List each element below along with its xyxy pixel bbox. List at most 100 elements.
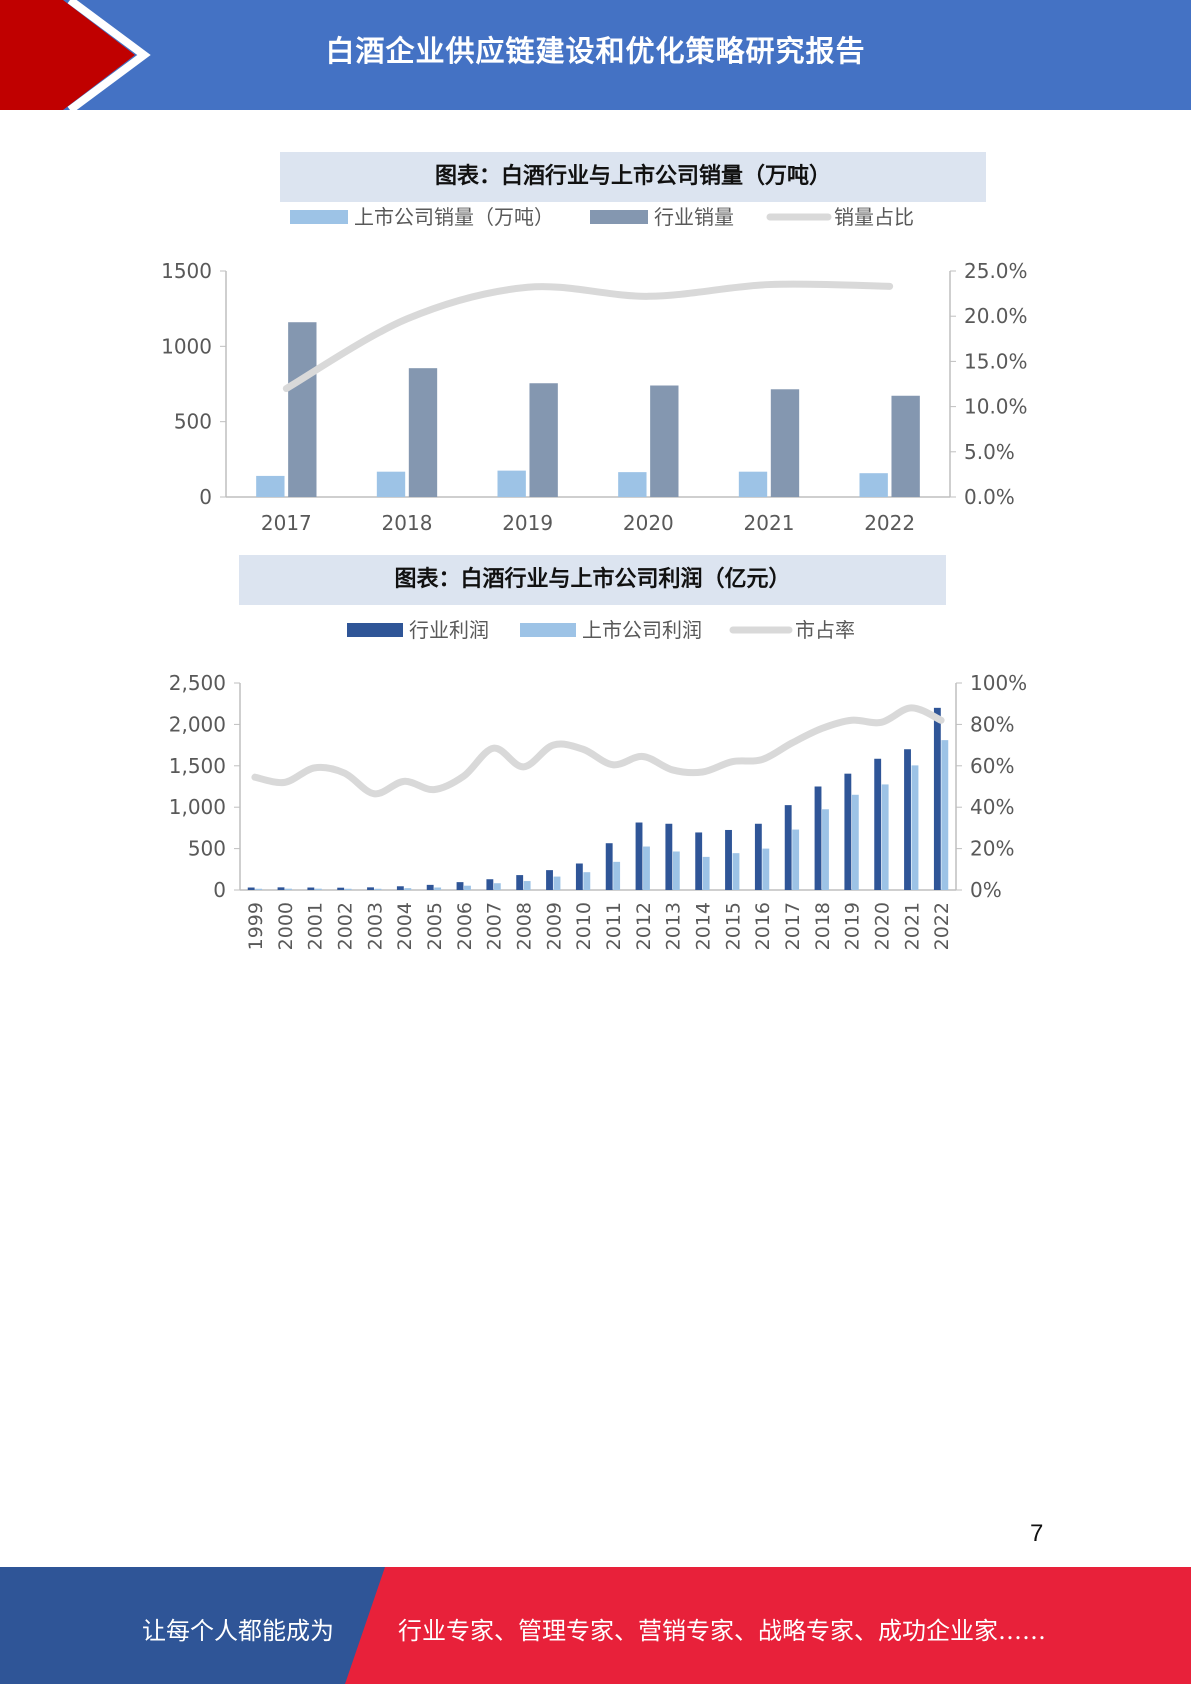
chart2-title: 图表：白酒行业与上市公司利润（亿元） xyxy=(239,555,946,605)
chart1-ytick-right-5: 0.0% xyxy=(964,485,1015,509)
chart1-bar-1-2021 xyxy=(770,389,800,497)
page-footer: 让每个人都能成为 行业专家、管理专家、营销专家、战略专家、成功企业家…… xyxy=(0,1567,1191,1684)
chart2-xtick-2001: 2001 xyxy=(305,902,327,950)
chart2-line-0 xyxy=(251,704,945,798)
chart1-legend: 上市公司销量（万吨） 行业销量 销量占比 xyxy=(290,205,914,229)
chart2-ytick-left-5: 0 xyxy=(213,878,226,902)
chart2-bar-0-2008 xyxy=(516,875,524,890)
chart1-xtick-2021: 2021 xyxy=(744,511,795,535)
chart1-bar-1-2022 xyxy=(891,395,920,497)
chart1-legend-swatch-0 xyxy=(290,210,348,224)
chart1-bar-0-2018 xyxy=(376,471,406,497)
chart2-xtick-2022: 2022 xyxy=(931,902,953,950)
chart2-bar-0-2006 xyxy=(456,882,464,890)
chart1-bar-1-2017 xyxy=(288,322,317,497)
chart1-ytick-right-4: 5.0% xyxy=(964,440,1015,464)
chart2-legend-label-2: 市占率 xyxy=(795,618,855,642)
chart2-bar-1-2011 xyxy=(613,861,621,890)
chart2-bar-1-2018 xyxy=(822,809,829,890)
chart2-series-0 xyxy=(247,707,941,890)
chart2-bar-1-2014 xyxy=(702,856,710,890)
chart2-xtick-1999: 1999 xyxy=(245,902,267,950)
chart1-ytick-right-1: 20.0% xyxy=(964,304,1028,328)
chart2-bar-1-2003 xyxy=(374,888,382,890)
chart2-bar-0-2004 xyxy=(396,886,404,890)
chart1-legend-label-2: 销量占比 xyxy=(834,205,914,229)
chart2-xtick-2016: 2016 xyxy=(752,902,774,950)
chart2-xtick-2010: 2010 xyxy=(573,902,595,950)
chart2-xtick-2006: 2006 xyxy=(454,902,476,950)
chart2-bar-0-2016 xyxy=(754,823,762,890)
chart2-xtick-2021: 2021 xyxy=(901,902,923,950)
chart1-xtick-2017: 2017 xyxy=(261,511,312,535)
chart1-bar-1-2018 xyxy=(408,368,438,497)
chart2-bar-0-2000 xyxy=(277,887,285,890)
page-title: 白酒企业供应链建设和优化策略研究报告 xyxy=(325,34,866,68)
chart2-bar-1-1999 xyxy=(255,888,263,890)
chart2-bar-1-2016 xyxy=(762,848,770,890)
chart2-bar-0-2021 xyxy=(904,749,911,890)
chart2-ytick-left-3: 1,000 xyxy=(169,795,226,819)
chart1-ytick-right-2: 15.0% xyxy=(964,349,1028,373)
chart2-bar-0-2001 xyxy=(307,887,315,890)
chart2-series-1 xyxy=(255,740,949,890)
chart1-ytick-left-0: 1500 xyxy=(161,259,212,283)
chart2-bar-1-2015 xyxy=(732,853,740,890)
chart1-legend-label-0: 上市公司销量（万吨） xyxy=(354,205,554,229)
chart1-bar-0-2017 xyxy=(256,475,285,497)
chart2-bar-0-2009 xyxy=(546,870,553,890)
chart2-ytick-left-4: 500 xyxy=(188,837,226,861)
chart2-ytick-right-3: 40% xyxy=(970,795,1014,819)
chart1-bar-1-2020 xyxy=(650,385,679,497)
footer-slogan-right: 行业专家、管理专家、营销专家、战略专家、成功企业家…… xyxy=(398,1617,1046,1645)
chart2-bar-1-2001 xyxy=(314,888,322,890)
chart2-ytick-left-2: 1,500 xyxy=(169,754,226,778)
chart2-legend-label-1: 上市公司利润 xyxy=(582,618,702,642)
chart1-line-0 xyxy=(282,280,894,393)
chart2-xtick-2008: 2008 xyxy=(513,902,535,950)
chart1-bar-0-2021 xyxy=(738,471,768,497)
chart2-bar-0-2010 xyxy=(575,863,583,890)
chart2-bar-0-2014 xyxy=(695,832,703,890)
header-arrow-red xyxy=(0,0,135,110)
chart1-bar-0-2020 xyxy=(618,472,647,497)
chart1-xtick-2022: 2022 xyxy=(864,511,915,535)
chart2-bar-1-2020 xyxy=(881,784,889,890)
chart2-ytick-right-1: 80% xyxy=(970,712,1014,736)
header-arrow-decoration xyxy=(0,0,151,110)
chart2-xtick-2011: 2011 xyxy=(603,902,625,950)
chart2-xtick-2014: 2014 xyxy=(692,902,714,950)
chart2-xtick-2002: 2002 xyxy=(334,902,356,950)
chart2-xtick-2003: 2003 xyxy=(364,902,386,950)
chart2-bar-1-2021 xyxy=(911,765,919,890)
footer-background xyxy=(0,1567,1191,1684)
chart1-ytick-right-3: 10.0% xyxy=(964,395,1028,419)
chart2-bar-1-2022 xyxy=(941,740,949,890)
header-arrow-white-chevron xyxy=(67,0,151,110)
chart1-ytick-left-2: 500 xyxy=(174,410,212,434)
chart2-bar-1-2019 xyxy=(851,794,859,890)
chart1-ytick-right-0: 25.0% xyxy=(964,259,1028,283)
chart2-bar-0-2015 xyxy=(725,829,732,890)
chart2-bar-0-2019 xyxy=(844,773,852,890)
chart2-bar-0-2007 xyxy=(486,879,494,890)
chart2-bar-1-2002 xyxy=(344,888,352,890)
page-number: 7 xyxy=(1030,1520,1044,1547)
chart2-bar-1-2008 xyxy=(523,881,531,890)
chart1-series-0 xyxy=(256,470,888,497)
chart2-legend: 行业利润 上市公司利润 市占率 xyxy=(347,618,855,642)
chart2-bar-1-2000 xyxy=(285,888,292,890)
chart2-bar-0-2022 xyxy=(933,707,941,890)
chart2-bar-1-2010 xyxy=(583,872,591,890)
chart2-bar-0-2020 xyxy=(874,758,882,890)
chart2-xtick-2020: 2020 xyxy=(871,902,893,950)
chart2-bar-1-2009 xyxy=(553,876,561,890)
chart1-xtick-2019: 2019 xyxy=(502,511,553,535)
chart2-bar-0-2017 xyxy=(784,805,792,890)
chart2-bar-0-2003 xyxy=(367,887,374,890)
chart2-xtick-2007: 2007 xyxy=(484,902,506,950)
chart2-bar-0-2018 xyxy=(814,786,822,890)
chart2-xtick-2012: 2012 xyxy=(633,902,655,950)
chart1-legend-label-1: 行业销量 xyxy=(654,205,734,229)
chart2-xtick-2019: 2019 xyxy=(842,902,864,950)
